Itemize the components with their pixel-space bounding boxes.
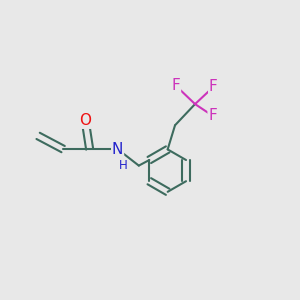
Text: F: F [209,80,218,94]
Text: H: H [118,159,127,172]
Text: N: N [112,142,123,157]
Text: F: F [172,78,180,93]
Text: F: F [208,108,217,123]
Text: O: O [79,113,91,128]
